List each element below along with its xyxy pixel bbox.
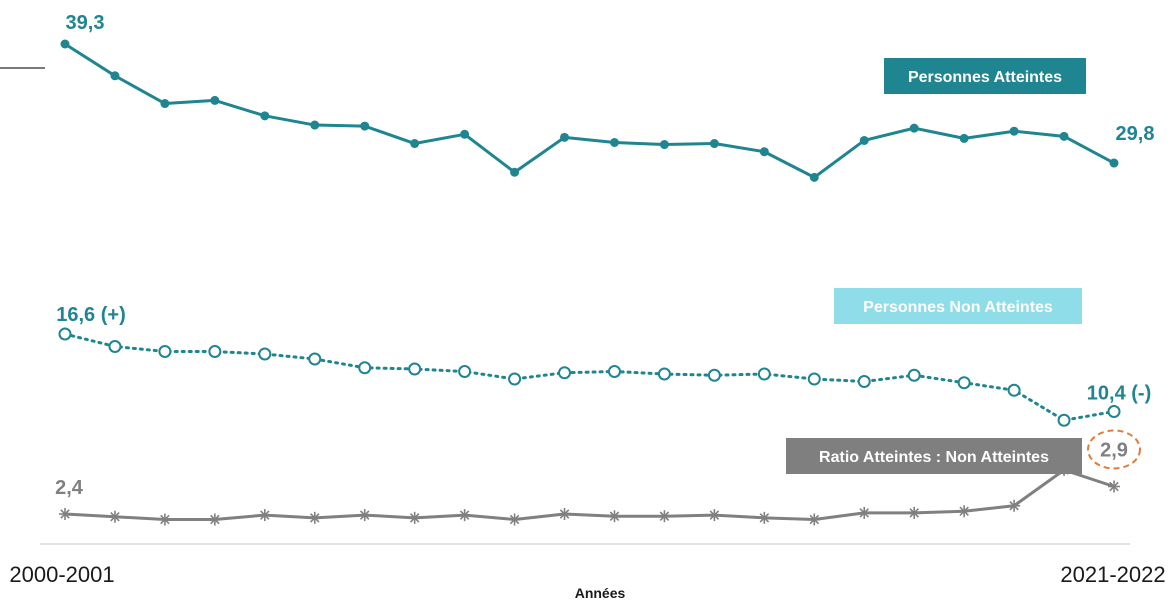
data-point-personnes-atteintes-7 bbox=[410, 139, 420, 149]
legend-label-personnes-atteintes: Personnes Atteintes bbox=[908, 69, 1062, 86]
data-point-ratio-18 bbox=[958, 505, 971, 518]
legend-personnes-non-atteintes: Personnes Non Atteintes bbox=[834, 288, 1082, 324]
data-point-personnes-atteintes-3 bbox=[210, 95, 220, 105]
data-point-ratio-13 bbox=[708, 509, 721, 522]
data-point-personnes-atteintes-15 bbox=[809, 172, 819, 182]
data-point-personnes-atteintes-17 bbox=[909, 123, 919, 133]
data-point-personnes-non-atteintes-21 bbox=[1107, 405, 1121, 418]
data-point-personnes-non-atteintes-5 bbox=[308, 352, 322, 366]
data-point-ratio-10 bbox=[558, 508, 571, 520]
series-line-personnes-atteintes bbox=[63, 42, 1116, 179]
data-point-ratio-21 bbox=[1108, 480, 1120, 493]
data-point-personnes-atteintes-11 bbox=[609, 137, 619, 147]
data-point-ratio-7 bbox=[408, 511, 421, 524]
legend-swatch-personnes-non-atteintes bbox=[834, 288, 1082, 324]
data-label-ratio-last: 2,9 bbox=[1100, 440, 1128, 462]
data-label-personnes-non-atteintes-first: 16,6 (+) bbox=[56, 304, 125, 326]
data-point-personnes-non-atteintes-18 bbox=[957, 376, 971, 390]
data-point-ratio-5 bbox=[308, 511, 321, 524]
data-point-personnes-atteintes-9 bbox=[510, 167, 520, 177]
data-point-personnes-non-atteintes-20 bbox=[1057, 413, 1071, 427]
data-label-personnes-atteintes-first: 39,3 bbox=[66, 12, 105, 34]
data-point-personnes-non-atteintes-10 bbox=[558, 366, 572, 380]
data-point-personnes-atteintes-12 bbox=[659, 140, 669, 150]
data-point-personnes-atteintes-20 bbox=[1059, 131, 1069, 141]
data-point-personnes-atteintes-14 bbox=[759, 147, 769, 157]
legend-label-personnes-non-atteintes: Personnes Non Atteintes bbox=[863, 299, 1053, 316]
data-point-personnes-atteintes-10 bbox=[560, 132, 570, 142]
data-point-personnes-atteintes-2 bbox=[160, 99, 170, 109]
data-point-personnes-atteintes-16 bbox=[859, 135, 869, 145]
data-point-personnes-atteintes-8 bbox=[460, 129, 470, 139]
x-tick-label-last: 2021-2022 bbox=[1060, 562, 1165, 587]
data-point-personnes-non-atteintes-12 bbox=[657, 367, 671, 381]
data-point-personnes-atteintes-18 bbox=[959, 133, 969, 143]
data-point-personnes-non-atteintes-8 bbox=[458, 365, 472, 378]
data-point-personnes-non-atteintes-13 bbox=[707, 368, 721, 382]
x-axis-title: Années bbox=[575, 585, 626, 601]
data-label-personnes-non-atteintes-last: 10,4 (-) bbox=[1087, 383, 1151, 405]
data-point-personnes-atteintes-6 bbox=[360, 121, 370, 131]
legend-swatch-ratio bbox=[786, 438, 1082, 474]
data-point-personnes-atteintes-1 bbox=[110, 71, 120, 81]
data-point-personnes-non-atteintes-4 bbox=[258, 347, 272, 361]
data-point-ratio-6 bbox=[358, 509, 371, 522]
data-point-ratio-14 bbox=[758, 511, 771, 524]
legend-swatch-personnes-atteintes bbox=[884, 58, 1086, 94]
data-point-personnes-non-atteintes-1 bbox=[108, 340, 122, 353]
data-point-personnes-non-atteintes-6 bbox=[358, 361, 372, 375]
data-point-ratio-2 bbox=[158, 513, 171, 526]
data-point-ratio-11 bbox=[608, 510, 621, 523]
data-point-ratio-19 bbox=[1008, 499, 1021, 512]
data-point-ratio-12 bbox=[658, 510, 671, 523]
data-point-personnes-non-atteintes-15 bbox=[807, 372, 821, 386]
legend-personnes-atteintes: Personnes Atteintes bbox=[884, 58, 1086, 94]
data-point-ratio-8 bbox=[458, 509, 471, 522]
data-point-ratio-9 bbox=[508, 513, 521, 526]
data-point-personnes-non-atteintes-0 bbox=[58, 327, 72, 341]
data-point-personnes-non-atteintes-3 bbox=[208, 345, 222, 358]
series-line-personnes-non-atteintes bbox=[63, 332, 1116, 422]
data-label-personnes-atteintes-last: 29,8 bbox=[1116, 123, 1155, 145]
series-layer bbox=[58, 39, 1121, 526]
data-point-ratio-0 bbox=[59, 508, 71, 520]
data-point-personnes-non-atteintes-17 bbox=[907, 368, 921, 382]
label-layer: 39,3 29,8 16,6 (+) 10,4 (-) 2,4 2,9 bbox=[55, 12, 1154, 499]
data-point-personnes-atteintes-5 bbox=[310, 120, 320, 130]
data-point-personnes-atteintes-21 bbox=[1109, 158, 1119, 168]
legend-label-ratio: Ratio Atteintes : Non Atteintes bbox=[819, 449, 1049, 466]
x-tick-label-first: 2000-2001 bbox=[9, 562, 114, 587]
data-point-personnes-non-atteintes-7 bbox=[408, 362, 422, 376]
data-point-ratio-16 bbox=[858, 506, 871, 519]
data-label-ratio-first: 2,4 bbox=[55, 477, 84, 499]
data-point-personnes-non-atteintes-11 bbox=[607, 365, 621, 378]
data-point-ratio-17 bbox=[908, 506, 921, 519]
data-point-personnes-non-atteintes-14 bbox=[757, 367, 771, 381]
data-point-personnes-non-atteintes-9 bbox=[508, 372, 522, 386]
data-point-personnes-non-atteintes-2 bbox=[158, 345, 172, 358]
last-label-highlight-ring bbox=[1087, 429, 1141, 470]
data-point-personnes-atteintes-13 bbox=[709, 139, 719, 149]
data-point-personnes-non-atteintes-16 bbox=[857, 375, 871, 388]
legend-ratio: Ratio Atteintes : Non Atteintes bbox=[786, 438, 1082, 474]
data-point-ratio-4 bbox=[258, 509, 271, 522]
data-point-ratio-3 bbox=[208, 513, 221, 526]
series-line-ratio bbox=[63, 468, 1116, 521]
data-point-ratio-1 bbox=[108, 510, 121, 523]
data-point-personnes-atteintes-0 bbox=[60, 39, 70, 49]
data-point-personnes-atteintes-19 bbox=[1009, 126, 1019, 136]
data-point-personnes-non-atteintes-19 bbox=[1007, 383, 1021, 397]
data-point-personnes-atteintes-4 bbox=[260, 111, 270, 121]
data-point-ratio-15 bbox=[808, 513, 821, 526]
